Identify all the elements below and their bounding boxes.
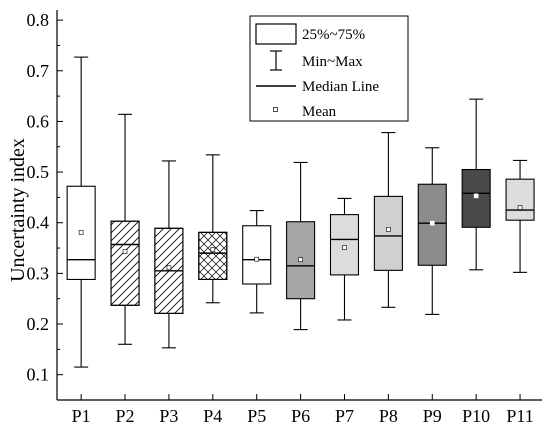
mean-marker — [254, 256, 260, 262]
mean-marker — [78, 230, 84, 235]
box-p8 — [373, 132, 403, 308]
x-axis: P1 P2 P3 P4 P5 P6 P7 P8 P9 P10 P11 — [57, 394, 542, 426]
mean-marker — [386, 227, 391, 232]
box-rect — [505, 178, 535, 221]
mean-marker — [166, 265, 172, 271]
x-tick-label: P4 — [203, 406, 222, 426]
box-p1 — [66, 56, 96, 368]
box-p4 — [198, 154, 228, 304]
box-rect — [373, 195, 403, 271]
x-tick-label: P11 — [506, 406, 533, 426]
legend: 25%~75% Min~Max Median Line Mean — [249, 15, 409, 122]
box-p7 — [329, 197, 360, 321]
box-hatch — [198, 231, 228, 281]
mean-marker — [298, 257, 303, 263]
y-tick-label: 0.1 — [27, 365, 50, 385]
legend-label-box: 25%~75% — [302, 27, 365, 43]
box-hatch — [110, 220, 140, 306]
mean-marker — [210, 247, 216, 252]
mean-marker — [517, 205, 523, 210]
y-tick-label: 0.4 — [27, 213, 50, 233]
box-p2 — [110, 113, 140, 345]
box-rect — [286, 221, 316, 300]
mean-marker — [473, 193, 479, 199]
box-p11 — [505, 159, 535, 273]
legend-label-whisker: Min~Max — [302, 54, 363, 70]
y-tick-label: 0.5 — [27, 162, 50, 182]
y-tick-label: 0.6 — [27, 111, 50, 131]
y-tick-label: 0.2 — [27, 314, 50, 334]
legend-label-median: Median Line — [302, 79, 379, 95]
box-rect — [242, 225, 272, 285]
x-tick-label: P7 — [335, 406, 354, 426]
mean-marker — [342, 245, 347, 250]
x-tick-label: P6 — [291, 406, 310, 426]
y-tick-label: 0.3 — [27, 263, 50, 283]
y-axis-title: Uncertainty index — [7, 138, 29, 282]
box-rect — [461, 168, 491, 228]
y-axis: 0.1 0.2 0.3 0.4 0.5 0.6 0.7 0.8 — [27, 10, 63, 400]
box-p10 — [461, 98, 491, 271]
box-rect — [329, 214, 360, 276]
y-tick-label: 0.7 — [27, 61, 50, 81]
box-p9 — [417, 147, 447, 315]
y-tick-label: 0.8 — [27, 10, 50, 30]
legend-mean-symbol — [273, 107, 278, 112]
plot-area — [66, 56, 535, 368]
box-p5 — [242, 210, 272, 314]
legend-box-symbol — [255, 23, 297, 45]
box-p3 — [154, 160, 184, 349]
x-tick-label: P1 — [72, 406, 91, 426]
x-tick-label: P9 — [423, 406, 442, 426]
x-tick-label: P10 — [462, 406, 490, 426]
x-tick-label: P5 — [247, 406, 266, 426]
legend-label-mean: Mean — [302, 104, 337, 120]
box-p6 — [286, 161, 316, 331]
x-tick-label: P8 — [379, 406, 398, 426]
mean-marker — [122, 249, 128, 254]
x-tick-label: P3 — [159, 406, 178, 426]
mean-marker — [429, 220, 435, 226]
x-tick-label: P2 — [116, 406, 135, 426]
